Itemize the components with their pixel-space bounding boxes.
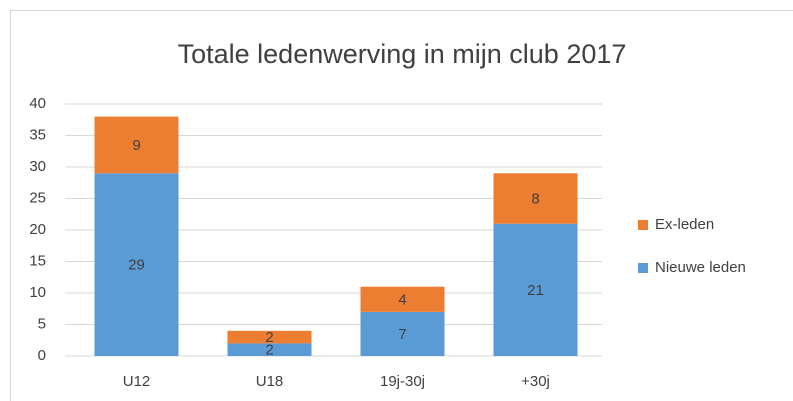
y-tick-label: 15: [29, 252, 46, 269]
data-label: 21: [527, 282, 544, 299]
legend-swatch: [638, 220, 648, 230]
data-label: 7: [398, 326, 406, 343]
bar-segment: [360, 286, 445, 312]
bar-segment: [227, 330, 312, 344]
data-label: 2: [265, 342, 273, 359]
y-tick-label: 40: [29, 95, 46, 112]
x-tick-label: +30j: [521, 373, 550, 390]
legend-label: Ex-leden: [655, 216, 714, 233]
bar-segment: [493, 223, 578, 356]
legend-label: Nieuwe leden: [655, 259, 746, 276]
legend-swatch: [638, 263, 648, 273]
data-label: 8: [531, 190, 539, 207]
x-tick-label: 19j-30j: [380, 373, 425, 390]
y-tick-label: 35: [29, 126, 46, 143]
data-label: 9: [132, 137, 140, 154]
y-tick-label: 10: [29, 284, 46, 301]
y-tick-label: 0: [38, 347, 46, 364]
x-tick-label: U18: [256, 373, 284, 390]
data-label: 2: [265, 329, 273, 346]
y-tick-label: 20: [29, 221, 46, 238]
bar-segment: [360, 311, 445, 356]
bar-segment: [94, 116, 179, 174]
bar-segment: [493, 173, 578, 224]
bar-segment: [94, 173, 179, 356]
y-tick-label: 25: [29, 189, 46, 206]
bar-segment: [227, 343, 312, 356]
x-tick-label: U12: [123, 373, 151, 390]
data-label: 29: [128, 257, 145, 274]
y-tick-label: 5: [38, 315, 46, 332]
chart-title: Totale ledenwerving in mijn club 2017: [178, 39, 627, 69]
y-tick-label: 30: [29, 158, 46, 175]
data-label: 4: [398, 291, 406, 308]
